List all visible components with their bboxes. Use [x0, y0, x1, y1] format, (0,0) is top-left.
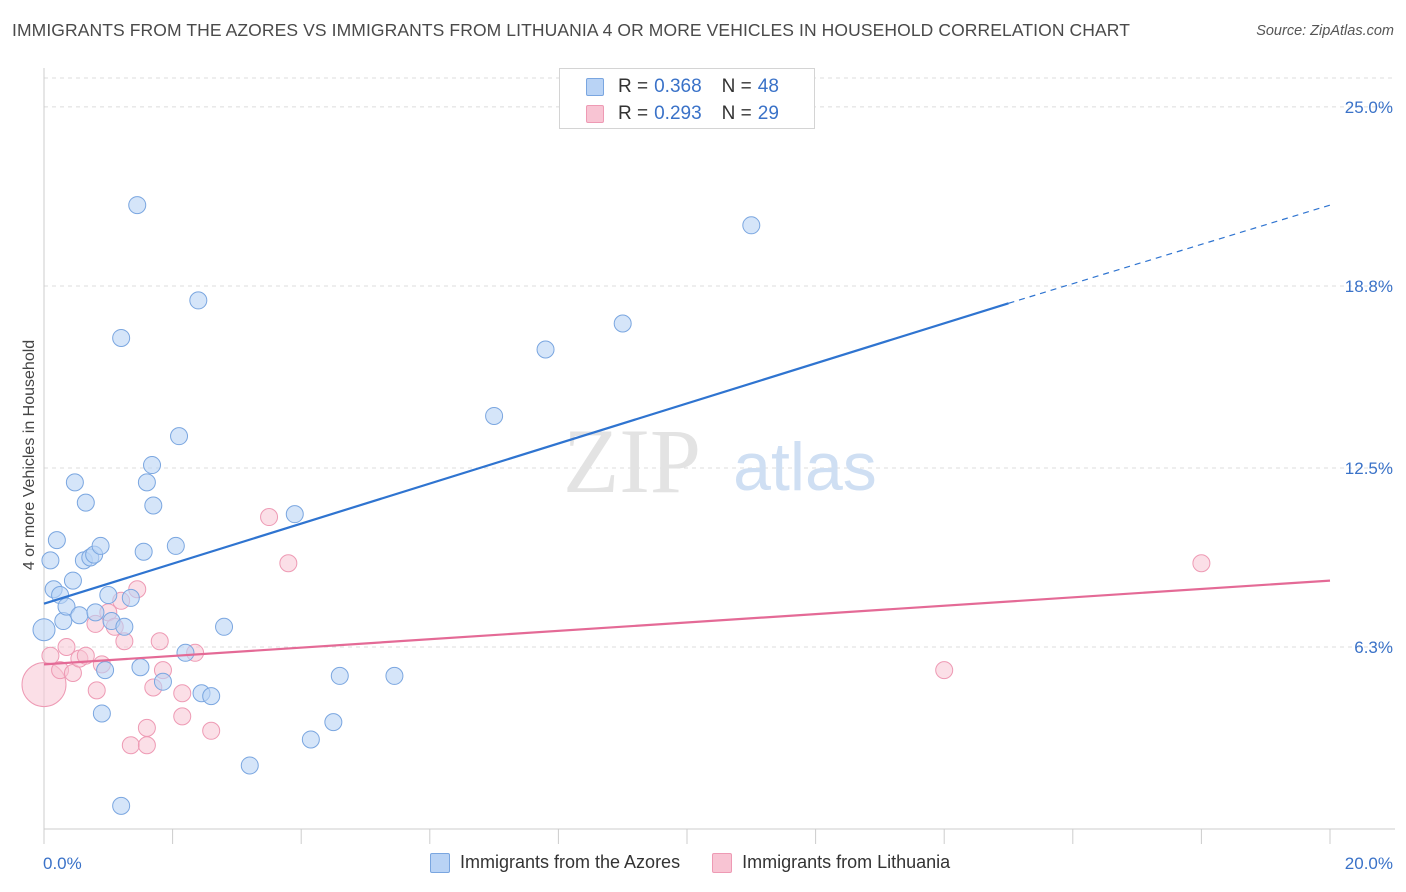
azores-point	[99, 586, 118, 605]
lithuania-point	[57, 638, 76, 657]
legend-row-azores: R = 0.368 N = 48	[586, 76, 779, 98]
trend-lines	[43, 204, 1331, 666]
azores-point	[613, 314, 632, 333]
lithuania-trend-line	[43, 579, 1331, 666]
azores-points	[32, 196, 761, 815]
azores-point	[202, 687, 221, 706]
azores-point	[166, 536, 185, 555]
lithuania-point	[87, 681, 106, 700]
azores-point	[57, 597, 76, 616]
azores-point	[485, 406, 504, 425]
azores-point	[41, 551, 60, 570]
azores-point	[128, 196, 147, 215]
watermark-zip: ZIP	[563, 410, 701, 512]
azores-point	[170, 427, 189, 446]
azores-r-value: 0.368	[654, 76, 702, 97]
azores-point	[96, 661, 115, 680]
legend-item-azores[interactable]: Immigrants from the Azores	[430, 852, 680, 873]
azores-n-label: N =	[721, 76, 752, 97]
lithuania-point	[76, 646, 95, 665]
legend-row-lithuania: R = 0.293 N = 29	[586, 103, 779, 125]
azores-point	[240, 756, 259, 775]
azores-point	[189, 291, 208, 310]
source-note: Source: ZipAtlas.com	[1256, 23, 1394, 39]
correlation-legend: R = 0.368 N = 48 R = 0.293 N = 29	[559, 68, 815, 129]
azores-point	[536, 340, 555, 359]
y-tick-label: 18.8%	[1345, 277, 1393, 296]
azores-point	[176, 643, 195, 662]
legend-item-lithuania[interactable]: Immigrants from Lithuania	[712, 852, 950, 873]
x-tick-label: 20.0%	[1345, 854, 1393, 873]
gridlines	[44, 77, 1395, 648]
azores-point	[131, 658, 150, 677]
lithuania-point	[173, 707, 192, 726]
lithuania-r-value: 0.293	[654, 103, 702, 124]
azores-point	[115, 617, 134, 636]
chart-title: IMMIGRANTS FROM THE AZORES VS IMMIGRANTS…	[12, 20, 1130, 40]
lithuania-point	[41, 646, 60, 665]
azores-point	[112, 796, 131, 815]
y-tick-label: 25.0%	[1345, 98, 1393, 117]
azores-point	[385, 666, 404, 685]
azores-legend-swatch	[430, 852, 450, 873]
azores-point	[32, 618, 56, 642]
lithuania-point	[1192, 554, 1211, 573]
lithuania-legend-label: Immigrants from Lithuania	[742, 852, 951, 872]
azores-point	[301, 730, 320, 749]
azores-point	[76, 493, 95, 512]
y-tick-label: 6.3%	[1354, 638, 1393, 657]
lithuania-r-label: R =	[618, 103, 649, 124]
azores-swatch	[586, 78, 604, 96]
azores-point	[324, 713, 343, 732]
lithuania-point	[137, 718, 156, 737]
azores-legend-label: Immigrants from the Azores	[460, 852, 681, 872]
azores-point	[112, 328, 131, 347]
lithuania-points	[21, 508, 1211, 755]
lithuania-n-value: 29	[757, 103, 779, 124]
azores-point	[144, 496, 163, 515]
azores-n-value: 48	[757, 76, 779, 97]
lithuania-n-label: N =	[721, 103, 752, 124]
axes	[43, 68, 1395, 844]
azores-point	[137, 473, 156, 492]
lithuania-point	[173, 684, 192, 703]
azores-point	[285, 505, 304, 524]
azores-point	[70, 606, 89, 625]
lithuania-point	[279, 554, 298, 573]
tick-labels: 6.3% 12.5% 18.8% 25.0% 0.0% 20.0%	[43, 98, 1393, 873]
azores-point	[742, 216, 761, 235]
y-tick-label: 12.5%	[1345, 459, 1393, 478]
azores-point	[121, 588, 140, 607]
azores-point	[143, 456, 162, 475]
lithuania-point	[260, 508, 279, 527]
lithuania-swatch	[586, 105, 604, 123]
azores-point	[215, 617, 234, 636]
azores-trend-line	[43, 302, 1009, 605]
azores-point	[134, 542, 153, 561]
azores-r-label: R =	[618, 76, 649, 97]
lithuania-point	[150, 632, 169, 651]
lithuania-point	[202, 721, 221, 740]
azores-point	[63, 571, 82, 590]
lithuania-point	[137, 736, 156, 755]
azores-point	[92, 704, 111, 723]
azores-point	[47, 531, 66, 550]
azores-point	[153, 672, 172, 691]
lithuania-point	[121, 736, 140, 755]
x-tick-label: 0.0%	[43, 854, 82, 873]
azores-point	[86, 603, 105, 622]
azores-point	[330, 666, 349, 685]
lithuania-point	[935, 661, 954, 680]
azores-point	[91, 536, 110, 555]
azores-point	[65, 473, 84, 492]
lithuania-legend-swatch	[712, 852, 733, 873]
azores-trend-extension	[1008, 204, 1331, 304]
series-legend: Immigrants from the Azores Immigrants fr…	[430, 852, 982, 873]
watermark-atlas: atlas	[733, 429, 877, 505]
